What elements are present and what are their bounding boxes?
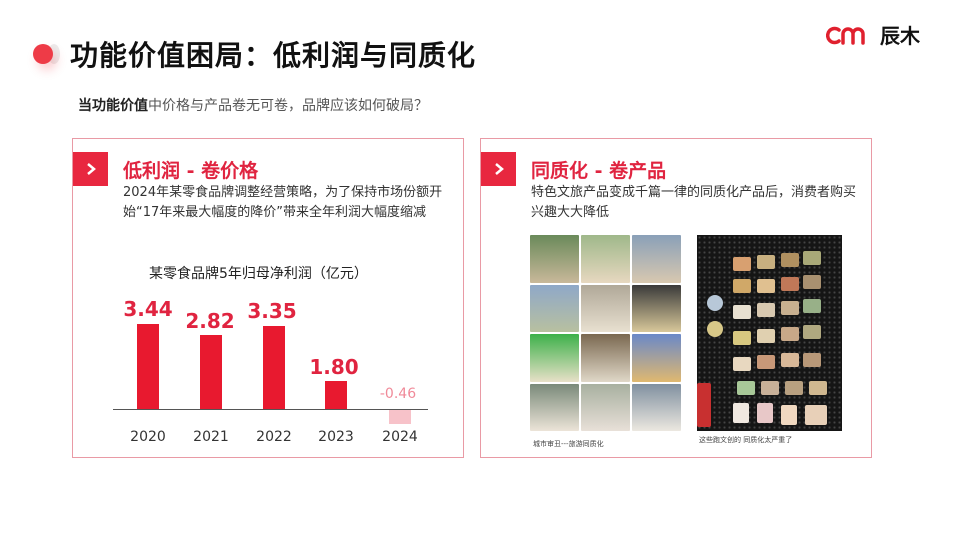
chevron-right-icon xyxy=(73,152,108,186)
low-profit-description: 2024年某零食品牌调整经营策略，为了保持市场份额开始“17年来最大幅度的降价”… xyxy=(123,185,443,220)
x-tick-label: 2020 xyxy=(130,429,166,445)
bar-value-label: 1.80 xyxy=(309,355,359,379)
souvenir-cups-collage-image xyxy=(530,235,681,431)
bar-2023 xyxy=(325,381,347,409)
brand-logo: 辰木 xyxy=(826,20,920,49)
homogeneity-card: 同质化 - 卷产品 特色文旅产品变成千篇一律的同质化产品后，消费者购买兴趣大大降… xyxy=(480,138,872,458)
x-tick-label: 2021 xyxy=(193,429,229,445)
homogeneity-description: 特色文旅产品变成千篇一律的同质化产品后，消费者购买兴趣大大降低 xyxy=(531,185,857,220)
x-tick-label: 2024 xyxy=(382,429,418,445)
logo-text: 辰木 xyxy=(880,24,920,48)
title-bullet-dot xyxy=(33,44,53,64)
logo-mark-icon xyxy=(826,26,865,45)
chart-title: 某零食品牌5年归母净利润（亿元） xyxy=(149,266,368,282)
bar-2022 xyxy=(263,326,285,409)
subtitle-emphasis: 当功能价值 xyxy=(78,98,148,114)
profit-bar-chart: 3.44 2020 2.82 2021 3.35 2022 1.80 2023 … xyxy=(113,289,433,449)
subtitle-text: 中价格与产品卷无可卷，品牌应该如何破局？ xyxy=(148,98,428,114)
photo2-caption: 这些跑文创的 同质化太严重了 xyxy=(699,436,793,444)
page-subtitle: 当功能价值中价格与产品卷无可卷，品牌应该如何破局？ xyxy=(78,95,428,115)
low-profit-card: 低利润 - 卷价格 2024年某零食品牌调整经营策略，为了保持市场份额开始“17… xyxy=(72,138,464,458)
bar-2021 xyxy=(200,335,222,409)
bar-2024 xyxy=(389,410,411,424)
photo1-caption: 城市审丑---旅游同质化 xyxy=(533,440,604,448)
x-tick-label: 2023 xyxy=(318,429,354,445)
chart-baseline xyxy=(113,409,428,410)
bar-value-label: 3.44 xyxy=(123,297,173,321)
x-tick-label: 2022 xyxy=(256,429,292,445)
bar-2020 xyxy=(137,324,159,409)
bar-value-label: 2.82 xyxy=(185,309,235,333)
bar-value-label: 3.35 xyxy=(247,299,297,323)
fridge-magnets-wall-image xyxy=(697,235,842,431)
homogeneity-title: 同质化 - 卷产品 xyxy=(531,160,667,182)
low-profit-title: 低利润 - 卷价格 xyxy=(123,160,259,182)
bar-value-label: -0.46 xyxy=(379,386,417,402)
page-title: 功能价值困局：低利润与同质化 xyxy=(70,39,477,72)
chevron-right-icon xyxy=(481,152,516,186)
